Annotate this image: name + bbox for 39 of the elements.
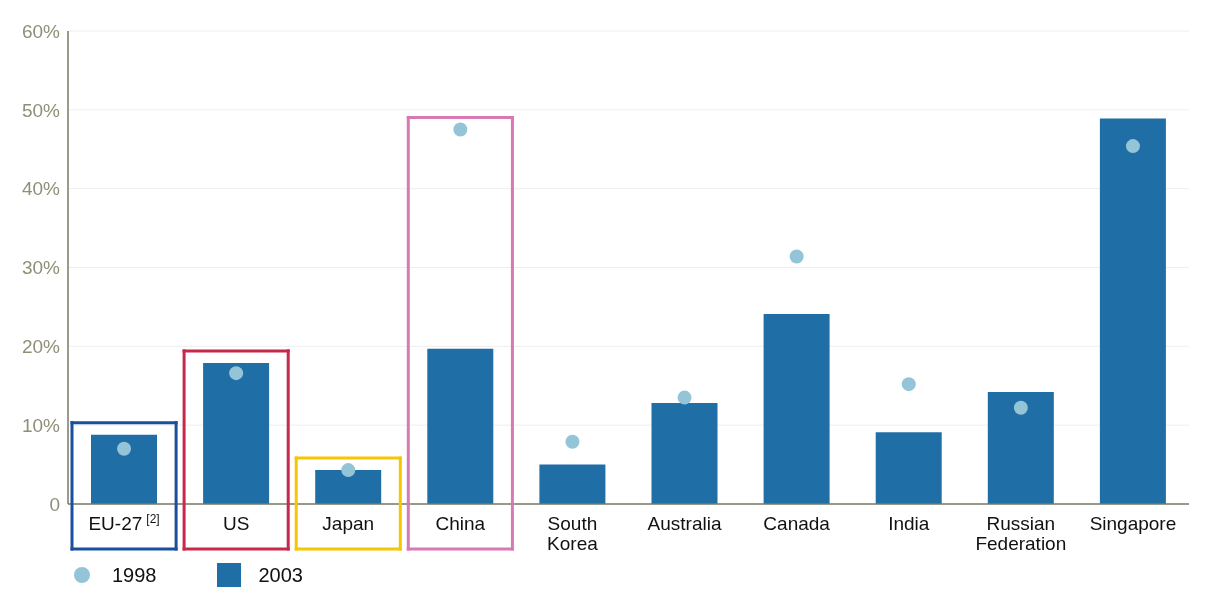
bar xyxy=(539,464,606,504)
x-tick-label: China xyxy=(435,513,486,534)
bar xyxy=(651,403,718,504)
point xyxy=(677,390,692,405)
legend-label: 2003 xyxy=(258,563,303,587)
y-tick-label: 60% xyxy=(21,20,61,42)
x-tick-label: South Korea xyxy=(547,513,599,554)
y-tick-label: 50% xyxy=(21,99,61,121)
point xyxy=(341,463,356,478)
bar xyxy=(91,434,157,504)
bar xyxy=(427,348,494,504)
point xyxy=(565,434,580,449)
point xyxy=(789,249,804,264)
x-tick-label: US xyxy=(222,513,250,534)
point xyxy=(901,377,916,392)
x-tick-label: Japan xyxy=(322,513,375,534)
bar xyxy=(987,392,1054,504)
point xyxy=(453,122,468,137)
legend-label: 1998 xyxy=(112,563,157,587)
bar xyxy=(315,470,382,504)
point xyxy=(117,441,132,456)
point xyxy=(229,366,244,381)
y-tick-label: 10% xyxy=(21,414,61,436)
bar xyxy=(1099,118,1166,504)
x-tick-label: Russian Federation xyxy=(975,513,1067,554)
y-tick-label: 20% xyxy=(21,336,61,358)
bar xyxy=(763,314,830,504)
x-tick-label: EU-27$^{[2]}$ xyxy=(88,512,160,534)
x-tick-label: Australia xyxy=(647,513,722,534)
point xyxy=(1013,400,1028,415)
bar xyxy=(203,362,270,504)
x-tick-label: Singapore xyxy=(1089,513,1177,534)
y-tick-label: 40% xyxy=(21,178,61,200)
point xyxy=(1125,139,1140,154)
x-tick-label: India xyxy=(888,513,930,534)
y-tick-label: 0 xyxy=(49,493,60,515)
y-tick-label: 30% xyxy=(21,257,61,279)
x-tick-label: Canada xyxy=(763,513,831,534)
bar xyxy=(875,432,942,504)
